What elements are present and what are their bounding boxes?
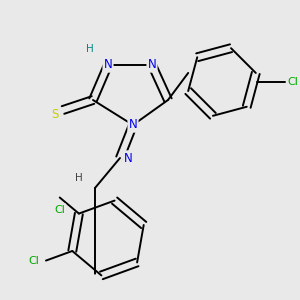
Text: Cl: Cl xyxy=(288,77,298,87)
Text: Cl: Cl xyxy=(28,256,39,266)
Text: N: N xyxy=(148,58,156,71)
Text: H: H xyxy=(86,44,94,54)
Text: N: N xyxy=(129,118,137,131)
Text: H: H xyxy=(75,173,83,183)
Text: Cl: Cl xyxy=(54,205,65,214)
Text: N: N xyxy=(124,152,132,164)
Text: N: N xyxy=(103,58,112,71)
Text: S: S xyxy=(51,109,59,122)
